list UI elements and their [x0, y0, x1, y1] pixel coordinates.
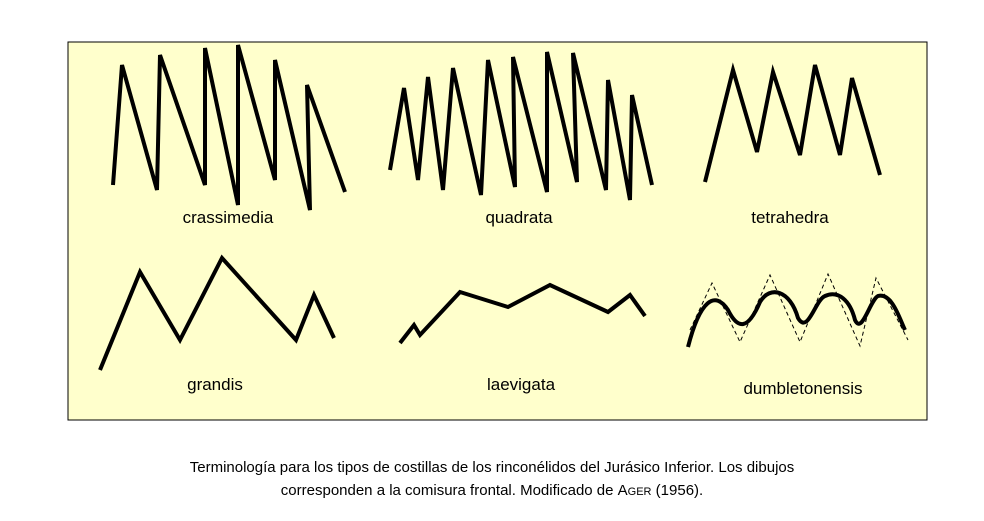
panel-label: grandis: [187, 375, 243, 394]
panel-label: quadrata: [485, 208, 553, 227]
caption-line: corresponden a la comisura frontal. Modi…: [0, 482, 984, 499]
rib-quadrata: [388, 51, 654, 201]
caption-line: Terminología para los tipos de costillas…: [189, 459, 795, 476]
caption-author: Ager: [617, 482, 652, 499]
caption-text: corresponden a la comisura frontal. Modi…: [280, 482, 618, 499]
panel-label: dumbletonensis: [743, 379, 862, 398]
panel-label: laevigata: [487, 375, 556, 394]
diagram: crassimedia quadrata tetrahedra grandis …: [67, 41, 928, 421]
rib-tetrahedra: [703, 62, 882, 183]
panel-label: tetrahedra: [751, 208, 829, 227]
rib-grandis: [98, 254, 336, 371]
panel-label: crassimedia: [183, 208, 274, 227]
rib-laevigata: [398, 282, 647, 345]
rib-crassimedia: [111, 44, 347, 211]
caption-text: (1956).: [651, 482, 704, 499]
rib-dumbletonensis: [686, 290, 907, 348]
